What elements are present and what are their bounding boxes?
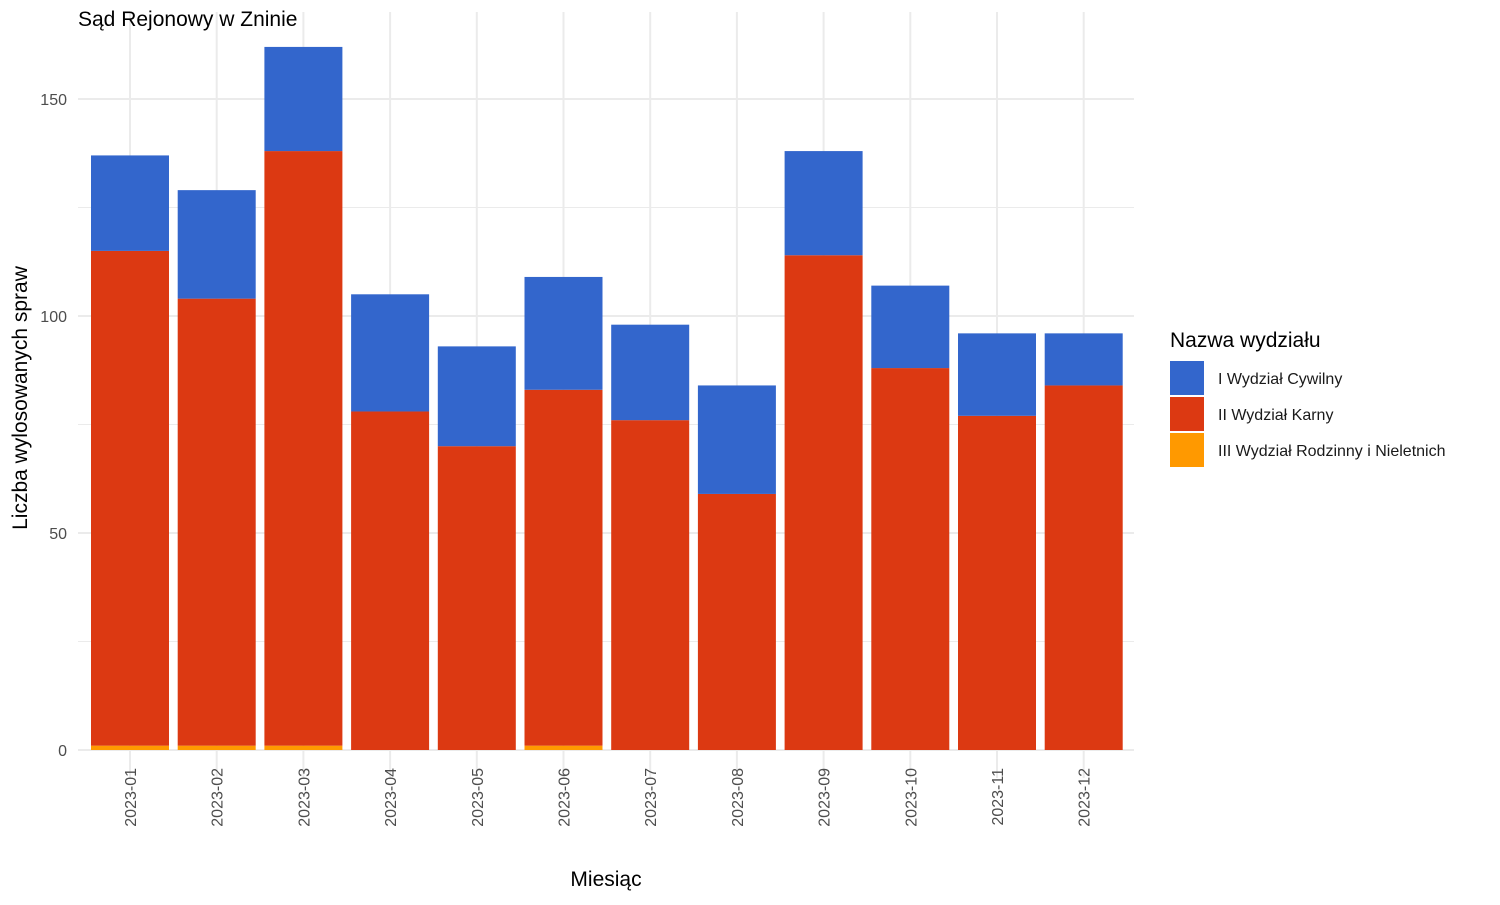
bar-segment xyxy=(91,155,169,251)
x-tick-label: 2023-01 xyxy=(123,768,140,827)
bar-segment xyxy=(524,276,603,390)
bar-segment xyxy=(524,389,603,746)
bar-segment xyxy=(351,411,430,750)
bar-segment xyxy=(437,346,516,447)
x-tick-label: 2023-11 xyxy=(990,768,1007,826)
bar-segment xyxy=(264,46,343,152)
bar-segment xyxy=(437,446,516,750)
x-tick-label: 2023-09 xyxy=(817,768,834,827)
legend-swatch xyxy=(1170,397,1204,431)
x-tick-label: 2023-02 xyxy=(210,768,227,827)
bar-segment xyxy=(91,250,169,746)
bar-segment xyxy=(524,745,603,750)
legend-label: III Wydział Rodzinny i Nieletnich xyxy=(1218,443,1446,460)
y-tick-label: 150 xyxy=(40,92,67,109)
bar-segment xyxy=(784,151,863,256)
bar-segment xyxy=(871,285,950,369)
axes: 0 50 100 150 2023-01 2023-02 2023-03 2023-04 202… xyxy=(40,92,1093,827)
bar-segment xyxy=(351,294,430,412)
legend-label: I Wydział Cywilny xyxy=(1218,371,1342,388)
x-tick-label: 2023-03 xyxy=(296,768,313,827)
y-axis-title: Liczba wylosowanych spraw xyxy=(9,265,32,530)
legend: Nazwa wydziału I Wydział Cywilny II Wydzi… xyxy=(1170,329,1446,467)
bars xyxy=(91,46,1123,751)
x-tick-label: 2023-10 xyxy=(903,768,920,827)
bar-segment xyxy=(611,420,690,750)
bar-segment xyxy=(264,151,343,746)
x-tick-label: 2023-04 xyxy=(383,768,400,827)
bar-segment xyxy=(958,333,1036,416)
bar-segment xyxy=(177,745,256,750)
chart-title: Sąd Rejonowy w Zninie xyxy=(78,8,297,31)
x-tick-label: 2023-12 xyxy=(1077,768,1094,827)
bar-segment xyxy=(871,368,950,750)
legend-swatch xyxy=(1170,361,1204,395)
bar-segment xyxy=(177,190,256,299)
legend-swatch xyxy=(1170,433,1204,467)
y-tick-label: 100 xyxy=(40,309,67,326)
y-tick-label: 50 xyxy=(49,526,67,543)
x-tick-label: 2023-06 xyxy=(557,768,574,827)
bar-segment xyxy=(1044,385,1123,750)
bar-segment xyxy=(611,324,690,421)
bar-segment xyxy=(784,255,863,751)
x-tick-label: 2023-05 xyxy=(470,768,487,827)
legend-label: II Wydział Karny xyxy=(1218,407,1333,424)
bar-segment xyxy=(958,415,1036,750)
x-tick-label: 2023-07 xyxy=(643,768,660,827)
bar-segment xyxy=(697,385,776,494)
legend-title: Nazwa wydziału xyxy=(1170,329,1321,352)
x-axis-title: Miesiąc xyxy=(570,868,641,891)
bar-segment xyxy=(91,745,169,750)
y-tick-label: 0 xyxy=(58,743,67,760)
x-tick-label: 2023-08 xyxy=(730,768,747,827)
bar-segment xyxy=(264,745,343,750)
bar-segment xyxy=(697,493,776,750)
bar-segment xyxy=(177,298,256,746)
bar-segment xyxy=(1044,333,1123,386)
